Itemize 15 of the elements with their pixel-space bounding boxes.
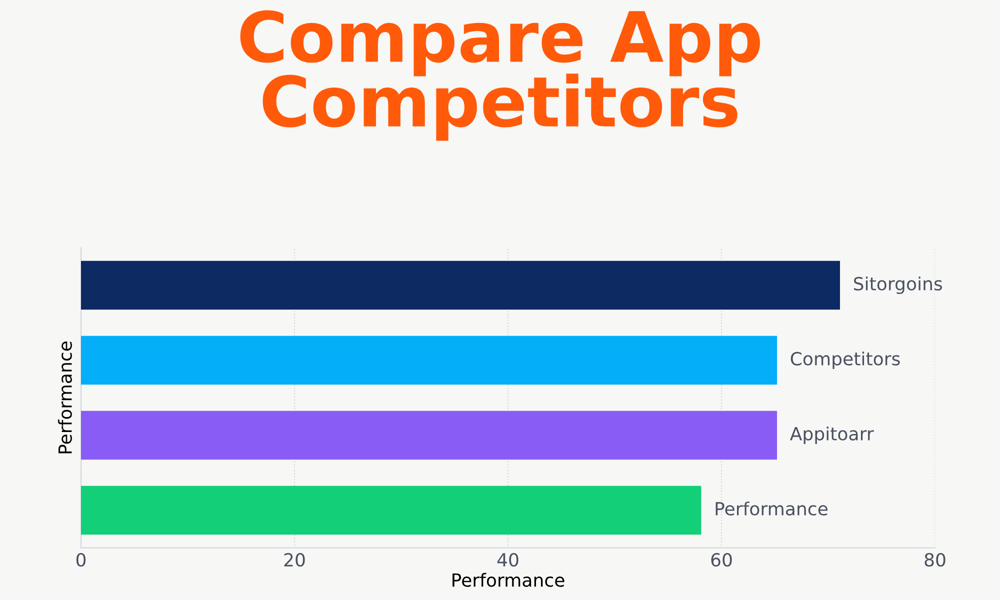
x-tick-label: 40	[497, 552, 518, 567]
chart-title: Compare App Competitors	[240, 10, 760, 141]
x-tick-label: 60	[711, 552, 732, 567]
bar	[81, 336, 778, 385]
x-tick-label: 20	[284, 552, 305, 567]
bar	[81, 260, 840, 310]
y-tick-label: Appitoarr	[790, 426, 874, 444]
y-tick-label: Competitors	[790, 352, 900, 370]
bar	[81, 486, 702, 535]
x-tick-label: 0	[76, 552, 86, 567]
y-tick-label: Sitorgoins	[854, 276, 942, 294]
x-tick-label: 80	[924, 552, 946, 567]
bar	[81, 410, 778, 460]
y-axis-title: Performance	[58, 342, 72, 454]
x-axis-title: Performance	[452, 572, 564, 587]
